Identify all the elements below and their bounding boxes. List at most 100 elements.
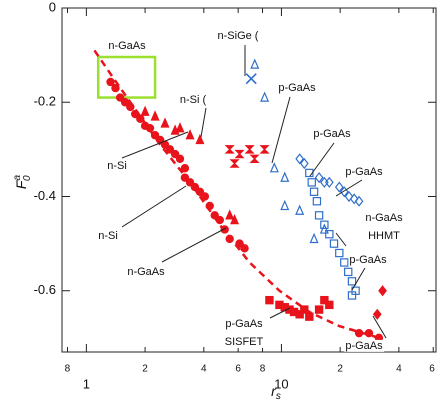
point [295,310,304,319]
annotation: p-GaAs [225,318,263,330]
leader-line [309,142,335,177]
x-tick-label: 6 [235,364,241,375]
x-tick-label: 6 [429,364,435,375]
point [300,305,309,314]
point [215,215,224,225]
point [378,285,387,297]
point [235,239,244,248]
point [150,131,160,140]
x-tick-label: 10 [274,376,288,391]
annotation-bg [107,39,148,52]
point [280,171,290,182]
point [354,195,364,207]
point [295,153,305,165]
x-label-sub: s [276,391,281,402]
point [349,193,359,205]
highlight-box [96,55,157,99]
annotation-bg [178,93,208,106]
point [220,225,229,234]
annotation: p-GaAs [313,128,351,140]
point [200,192,210,201]
annotation: n-SiGe ( [218,30,259,42]
point [295,204,305,215]
annotation: p-GaAs [345,340,383,352]
point [344,267,353,277]
point [224,145,235,154]
leader-line [200,107,207,138]
point [312,197,322,206]
x-axis-label: rs [271,383,281,402]
point [314,211,324,220]
point [170,149,180,159]
point [309,187,319,196]
point [334,181,344,193]
point [335,248,344,258]
leader-line [121,131,189,159]
point [314,305,324,314]
point [319,223,329,234]
annotation: p-GaAs [278,82,316,94]
annotation-bg [216,29,260,42]
annotation: n-Si [98,230,118,242]
point [299,157,309,170]
leader-line [271,96,291,164]
point [185,178,195,187]
point [314,172,324,184]
point [145,123,155,133]
annotation-bg [223,335,265,348]
point [175,154,185,163]
point [244,145,255,154]
point [320,295,329,305]
point [126,102,135,112]
point [260,91,270,102]
point [240,244,249,253]
annotation: p-GaAs [345,166,383,178]
annotation: n-GaAs [108,40,146,52]
point [165,145,175,154]
point [210,211,219,220]
point [229,159,240,168]
point [250,58,260,69]
point [160,117,170,128]
leader-line [269,307,291,319]
point [175,122,185,133]
point [339,186,349,198]
point [234,149,245,159]
fit-curve [93,49,380,340]
annotation: p-GaAs [349,254,387,266]
point [230,213,240,225]
point [140,105,150,116]
point [259,145,270,154]
annotation: n-GaAs [365,212,403,224]
annotation-bg [344,339,385,352]
annotation-bg [126,265,167,278]
point [150,110,160,121]
point [372,308,382,320]
annotation-bg [344,165,385,178]
x-tick-label: 8 [65,364,71,375]
point [180,173,190,182]
annotation-bg [277,81,318,94]
y-label-sub: 0 [22,175,33,181]
annotation-bg [348,253,389,266]
point [364,328,374,338]
point [329,239,339,248]
point [280,199,290,211]
y-tick-label: -0.6 [34,282,56,297]
point [120,98,130,107]
point [265,295,274,305]
point [344,190,354,203]
point [115,93,125,102]
annotation-bg [312,127,353,140]
point [325,300,334,310]
point [131,109,140,119]
point [195,133,205,145]
plot-frame [61,7,437,353]
point [195,187,205,196]
point [269,162,279,173]
annotation: n-GaAs [127,266,165,278]
point [305,312,314,321]
point [354,328,364,338]
annotation: n-Si [107,160,127,172]
point [324,176,334,188]
